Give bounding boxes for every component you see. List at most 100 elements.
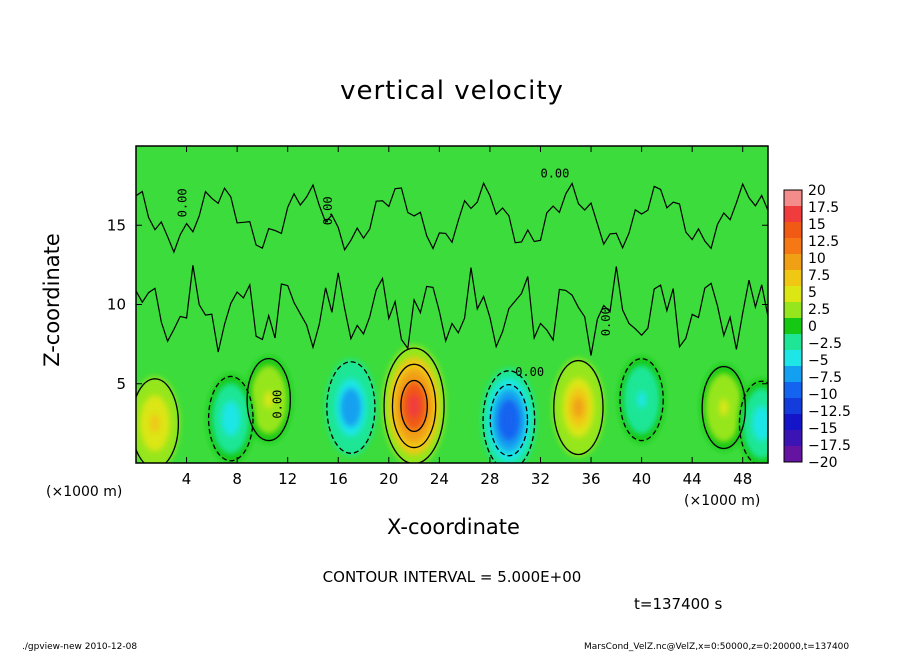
feature-layer: [503, 409, 515, 431]
feature-updraft-3: [245, 356, 292, 443]
colorbar-label: 0: [808, 319, 817, 335]
colorbar-label: 10: [808, 251, 826, 267]
colorbar: 2017.51512.5107.552.50−2.5−5−7.5−10−12.5…: [783, 183, 851, 471]
feature-layer: [573, 397, 584, 418]
colorbar-swatch: [784, 190, 802, 207]
x-tick-label: 20: [379, 470, 398, 488]
y-tick-label: 15: [107, 216, 126, 234]
y-axis: 5 10 15: [107, 216, 768, 393]
contour-lines: [136, 181, 768, 463]
colorbar-swatch: [784, 366, 802, 383]
colorbar-swatch: [784, 446, 802, 463]
feature-updraft-2: [136, 376, 180, 463]
contour-line: [246, 357, 291, 442]
contour-line: [489, 383, 529, 457]
footer-left: ./gpview-new 2010-12-08: [22, 642, 138, 652]
x-tick-label: 36: [581, 470, 600, 488]
feature-updraft-1: [552, 358, 605, 457]
contour-line: [136, 378, 180, 463]
colorbar-label: 17.5: [808, 200, 839, 216]
x-tick-label: 28: [480, 470, 499, 488]
time-label: t=137400 s: [634, 595, 723, 613]
colorbar-label: 5: [808, 285, 817, 301]
colorbar-frame: [783, 189, 803, 463]
contour-line: [738, 380, 768, 463]
colorbar-swatch: [784, 222, 802, 239]
feature-layer: [264, 390, 274, 409]
colorbar-swatch: [784, 254, 802, 271]
x-tick-label: 24: [430, 470, 449, 488]
x-tick-label: 4: [182, 470, 192, 488]
x-tick-label: 16: [329, 470, 348, 488]
colorbar-label: 2.5: [808, 302, 830, 318]
colorbar-label: 20: [808, 183, 826, 199]
feature-downdraft-5: [481, 368, 537, 463]
contour-label: 0.00: [321, 196, 335, 225]
colorbar-swatch: [784, 238, 802, 255]
colorbar-label: 12.5: [808, 234, 839, 250]
x-tick-label: 32: [531, 470, 550, 488]
feature-downdraft-9: [738, 379, 768, 463]
x-tick-label: 48: [733, 470, 752, 488]
contour-labels: 0.00 0.00 0.00 0.00 0.00 0.00: [176, 167, 613, 419]
chart-title: vertical velocity: [340, 76, 564, 106]
colorbar-label: 7.5: [808, 268, 830, 284]
colorbar-label: −12.5: [808, 404, 851, 420]
colorbar-swatch: [784, 206, 802, 223]
contour-line: [326, 361, 376, 454]
colorbar-swatch: [784, 382, 802, 399]
colorbar-label: −15: [808, 421, 838, 437]
colorbar-label: −2.5: [808, 336, 842, 352]
y-tick-label: 10: [107, 296, 126, 314]
x-tick-label: 12: [278, 470, 297, 488]
contour-line: [619, 357, 664, 442]
feature-layer: [719, 398, 729, 417]
colorbar-label: −7.5: [808, 370, 842, 386]
x-axis-label: X-coordinate: [387, 515, 520, 539]
colorbar-label: −17.5: [808, 438, 851, 454]
x-tick-label: 8: [232, 470, 242, 488]
zero-contour-line: [136, 265, 768, 356]
feature-layer: [407, 393, 421, 419]
x-tick-label: 40: [632, 470, 651, 488]
colorbar-swatch: [784, 334, 802, 351]
colorbar-label: −20: [808, 455, 838, 471]
feature-updraft-4: [701, 364, 747, 451]
contour-line: [553, 359, 604, 456]
feature-downdraft-8: [618, 356, 665, 443]
zero-contour-line: [136, 181, 768, 254]
colorbar-swatch: [784, 414, 802, 431]
contour-line: [383, 347, 445, 463]
colorbar-swatch: [784, 286, 802, 303]
x-unit-label-left: (×1000 m): [46, 484, 123, 500]
contour-line: [482, 370, 536, 463]
contour-label: 0.00: [270, 390, 284, 419]
contour-label: 0.00: [176, 188, 190, 217]
feature-layer: [150, 413, 160, 433]
contour-line: [701, 365, 747, 450]
x-unit-label-right: (×1000 m): [684, 493, 761, 509]
colorbar-swatch: [784, 350, 802, 367]
colorbar-label: −5: [808, 353, 829, 369]
x-tick-label: 44: [683, 470, 702, 488]
colorbar-label: 15: [808, 217, 826, 233]
colorbar-swatch: [784, 430, 802, 447]
contour-interval-note: CONTOUR INTERVAL = 5.000E+00: [322, 568, 582, 586]
contour-line: [207, 375, 254, 462]
contour-label: 0.00: [515, 365, 544, 379]
contour-label: 0.00: [599, 307, 613, 336]
footer-right: MarsCond_VelZ.nc@VelZ,x=0:50000,z=0:2000…: [584, 642, 850, 652]
contour-line: [391, 363, 437, 449]
x-axis: 4 8 12 16 20 24 28 32 36 40 44 48: [182, 146, 752, 488]
plot-area: 0.00 0.00 0.00 0.00 0.00 0.00: [135, 145, 769, 464]
feature-layer: [757, 414, 767, 433]
y-tick-label: 5: [116, 375, 126, 393]
feature-downdraft-7: [207, 374, 255, 463]
colorbar-swatch: [784, 270, 802, 287]
colorbar-swatch: [784, 398, 802, 415]
colorbar-swatch: [784, 302, 802, 319]
contour-line: [400, 379, 428, 433]
colorbar-label: −10: [808, 387, 838, 403]
colorbar-swatch: [784, 318, 802, 335]
